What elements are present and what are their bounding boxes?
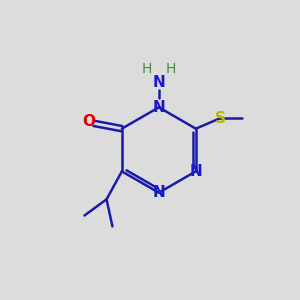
Text: N: N — [152, 185, 165, 200]
Text: N: N — [189, 164, 202, 179]
Text: H: H — [166, 62, 176, 76]
Text: S: S — [214, 111, 226, 126]
Text: N: N — [152, 75, 165, 90]
Text: H: H — [141, 62, 152, 76]
Text: N: N — [152, 100, 165, 115]
Text: O: O — [82, 114, 95, 129]
